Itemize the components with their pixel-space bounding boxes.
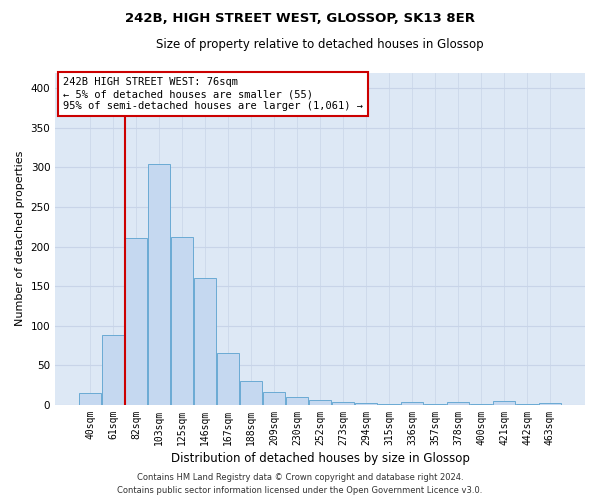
Text: 242B HIGH STREET WEST: 76sqm
← 5% of detached houses are smaller (55)
95% of sem: 242B HIGH STREET WEST: 76sqm ← 5% of det…: [63, 78, 363, 110]
Title: Size of property relative to detached houses in Glossop: Size of property relative to detached ho…: [156, 38, 484, 51]
Bar: [148, 164, 170, 405]
Bar: [378, 404, 400, 405]
Bar: [194, 278, 216, 405]
Bar: [493, 401, 515, 405]
Bar: [401, 402, 423, 405]
Text: 242B, HIGH STREET WEST, GLOSSOP, SK13 8ER: 242B, HIGH STREET WEST, GLOSSOP, SK13 8E…: [125, 12, 475, 26]
Text: Contains HM Land Registry data © Crown copyright and database right 2024.
Contai: Contains HM Land Registry data © Crown c…: [118, 474, 482, 495]
X-axis label: Distribution of detached houses by size in Glossop: Distribution of detached houses by size …: [170, 452, 470, 465]
Bar: [286, 397, 308, 405]
Bar: [424, 404, 446, 405]
Bar: [447, 402, 469, 405]
Bar: [102, 336, 124, 405]
Bar: [263, 392, 285, 405]
Bar: [125, 238, 147, 405]
Bar: [240, 381, 262, 405]
Bar: [539, 402, 561, 405]
Bar: [516, 404, 538, 405]
Bar: [171, 237, 193, 405]
Bar: [309, 400, 331, 405]
Bar: [332, 402, 354, 405]
Bar: [217, 354, 239, 405]
Bar: [79, 393, 101, 405]
Bar: [355, 404, 377, 405]
Y-axis label: Number of detached properties: Number of detached properties: [15, 151, 25, 326]
Bar: [470, 404, 492, 405]
